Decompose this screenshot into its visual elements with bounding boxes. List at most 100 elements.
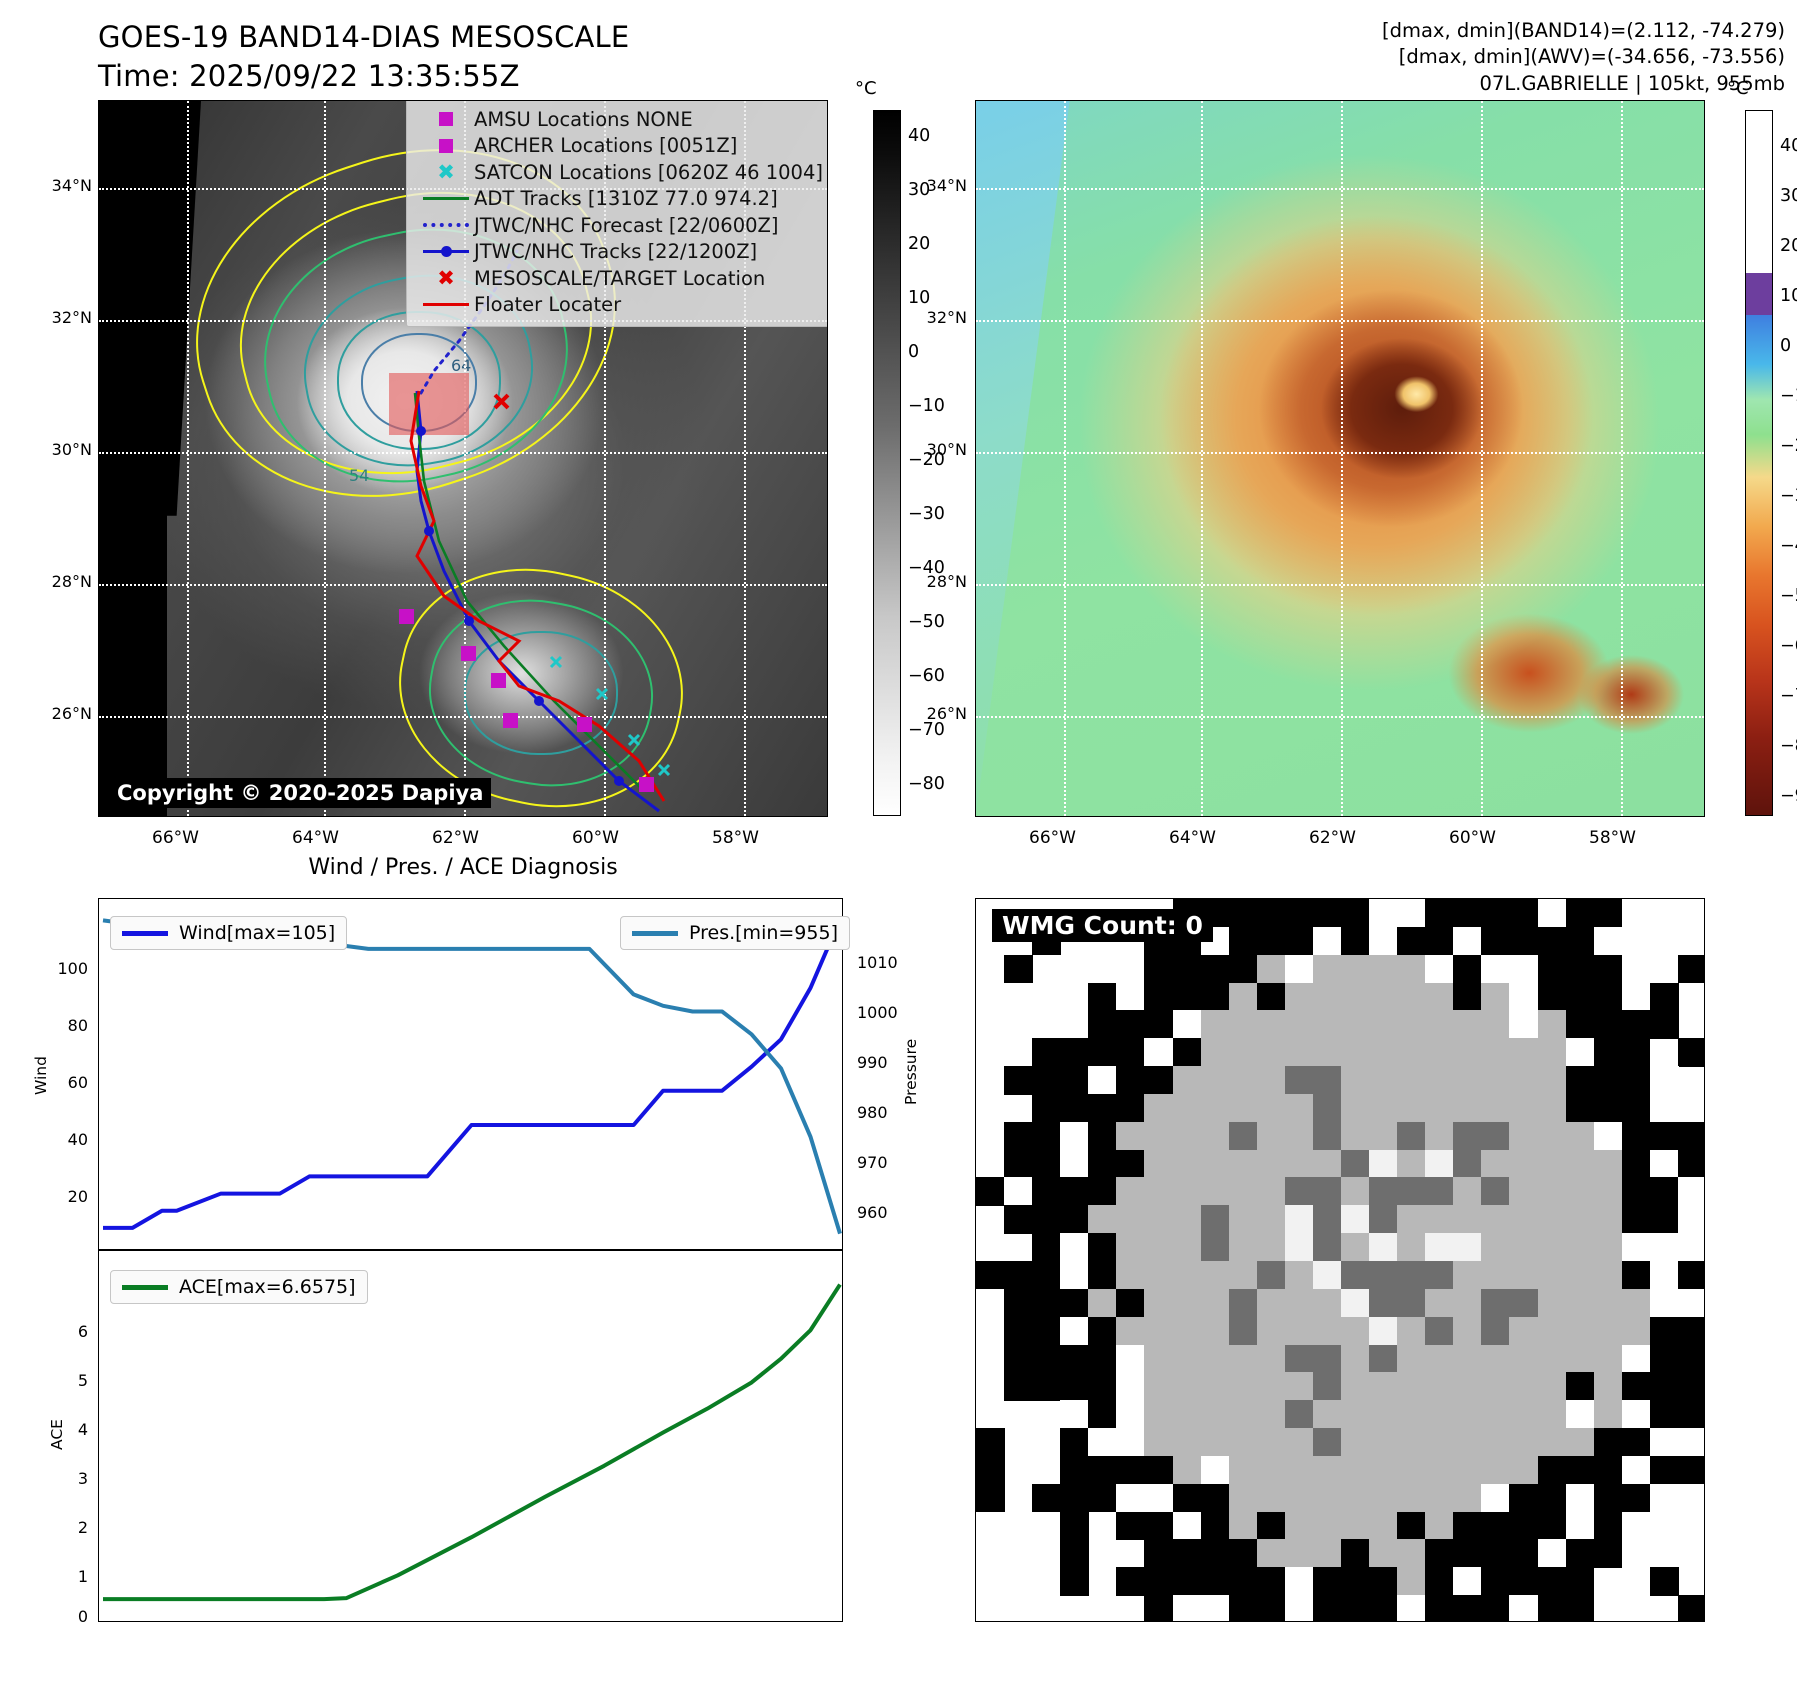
wmg-cell [1144,1372,1174,1401]
ir-colorbar[interactable] [873,110,901,816]
wmg-cell [1537,1511,1567,1541]
wmg-cell [1228,1010,1258,1039]
wmg-cell [1369,1400,1398,1429]
ir-cbar-tick-m80: −80 [908,774,945,794]
x-icon: ✖ [437,159,455,184]
wmg-cell [1593,1372,1623,1401]
wmg-cell [1088,1483,1117,1513]
wmg-cell [1312,1400,1342,1429]
wmg-cell [1172,1595,1202,1621]
ace-ytick-1: 1 [77,1567,88,1586]
wmg-cell [1369,1344,1398,1373]
wmg-cell [1312,926,1342,956]
wmg-cell [1032,1372,1061,1401]
wmg-cell [1144,1177,1174,1206]
wmg-cell [1284,982,1314,1011]
wmg-cell [1228,926,1258,956]
wmg-cell [1060,1121,1089,1151]
awv-colorbar[interactable] [1745,110,1773,816]
ir-cbar-tick-m50: −50 [908,612,945,632]
pres-ytick-960: 960 [857,1203,888,1222]
mesoscale-target-box[interactable] [389,373,469,435]
wmg-cell [1649,1428,1679,1457]
awv-cbar-tick-m40: −40 [1780,536,1797,556]
wmg-cell [1116,1149,1146,1179]
awv-cbar-tick-m70: −70 [1780,686,1797,706]
wmg-cell [1397,1010,1426,1039]
wmg-cell [1481,1344,1511,1373]
wmg-cell [1369,1428,1398,1457]
wmg-cell [1649,1149,1679,1179]
wmg-cell [1284,1428,1314,1457]
wmg-cell [1537,1316,1567,1346]
ir-lat-tick-32n: 32°N [51,308,92,327]
wmg-cell [1677,1205,1704,1234]
wmg-cell [1341,1372,1370,1401]
awv-lat-tick-32n: 32°N [926,308,967,327]
ir-lon-tick-66w: 66°W [152,828,199,848]
wmg-cell [1144,1288,1174,1318]
wmg-cell [1312,1288,1342,1318]
wmg-panel[interactable]: WMG Count: 0 [975,898,1705,1622]
wmg-cell [1425,1121,1454,1151]
wmg-cell [1481,1261,1511,1290]
legend-row-archer: ARCHER Locations [0051Z] [418,133,823,160]
wmg-cell [1453,1511,1482,1541]
wmg-cell [1425,1316,1454,1346]
wmg-cell [1172,1567,1202,1596]
ir-cbar-tick-m70: −70 [908,720,945,740]
wmg-cell [1060,1316,1089,1346]
wmg-cell [1565,1316,1595,1346]
ace-swatch [122,1284,168,1290]
ir-gridline-60w [604,101,606,816]
ace-chart[interactable] [98,1250,843,1622]
wmg-cell [1425,1205,1454,1234]
awv-gridline-34n [976,188,1704,190]
pressure-legend[interactable]: Pres.[min=955] [620,916,850,950]
wmg-cell [1481,1010,1511,1039]
wmg-cell [1060,1288,1089,1318]
wmg-cell [1649,1455,1679,1485]
wmg-cell [1453,982,1482,1011]
wmg-cell [1341,1595,1370,1621]
wmg-cell [1649,1400,1679,1429]
wmg-cell [1677,1233,1704,1262]
wmg-cell [1369,926,1398,956]
wmg-cell [1060,1511,1089,1541]
wind-pressure-chart[interactable] [98,898,843,1250]
wmg-cell [1565,1539,1595,1568]
wmg-cell [1228,1595,1258,1621]
wmg-cell [1144,954,1174,984]
ace-legend[interactable]: ACE[max=6.6575] [110,1270,368,1304]
wind-legend[interactable]: Wind[max=105] [110,916,348,950]
wmg-cell [1228,1539,1258,1568]
pressure-swatch [632,930,678,936]
wmg-cell [1565,1261,1595,1290]
wmg-cell [1425,1455,1454,1485]
wmg-cell [1088,1121,1117,1151]
wmg-cell [1032,1288,1061,1318]
wmg-cell [1228,982,1258,1011]
wmg-cell [1509,1121,1539,1151]
wmg-cell [1453,1483,1482,1513]
wmg-cell [1256,899,1286,928]
wmg-cell [1116,1233,1146,1262]
wmg-cell [1312,1344,1342,1373]
wmg-cell [1312,1038,1342,1067]
wmg-cell [1677,1400,1704,1429]
awv-gridline-26n [976,716,1704,718]
wmg-cell [1060,1400,1089,1429]
ir-satellite-panel[interactable]: 64 54 [98,100,828,817]
wmg-cell [1537,1455,1567,1485]
wmg-cell [1256,1400,1286,1429]
wmg-cell [1312,1567,1342,1596]
wmg-cell [1200,1539,1230,1568]
awv-satellite-panel[interactable] [975,100,1705,817]
wmg-cell [1256,1261,1286,1290]
pres-ytick-1010: 1010 [857,953,898,972]
wmg-cell [1032,1316,1061,1346]
wmg-cell [1537,1233,1567,1262]
wmg-cell [1060,1038,1089,1067]
wmg-cell [1593,1233,1623,1262]
wmg-cell [1200,982,1230,1011]
